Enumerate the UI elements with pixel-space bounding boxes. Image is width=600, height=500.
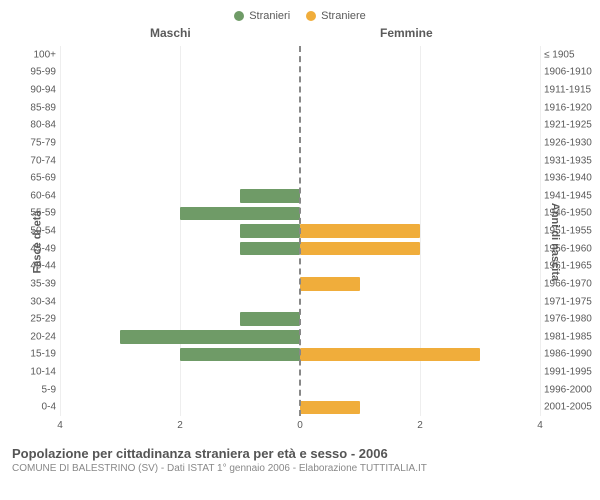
x-axis: 4 2 0 2 4 (60, 420, 540, 434)
legend-label-female: Straniere (321, 10, 366, 22)
birth-year-label: 1976-1980 (544, 314, 598, 325)
bar-male (240, 312, 300, 325)
birth-year-label: 1911-1915 (544, 85, 598, 96)
age-label: 30-34 (12, 296, 56, 307)
birth-year-label: 2001-2005 (544, 402, 598, 413)
age-label: 40-44 (12, 261, 56, 272)
birth-year-label: 1971-1975 (544, 296, 598, 307)
legend: Stranieri Straniere (0, 0, 600, 26)
birth-year-label: 1931-1935 (544, 155, 598, 166)
age-label: 50-54 (12, 226, 56, 237)
birth-year-label: 1921-1925 (544, 120, 598, 131)
birth-year-label: 1936-1940 (544, 173, 598, 184)
x-tick-label: 4 (57, 420, 63, 431)
age-label: 100+ (12, 49, 56, 60)
birth-year-label: 1991-1995 (544, 367, 598, 378)
age-label: 85-89 (12, 102, 56, 113)
age-label: 45-49 (12, 243, 56, 254)
age-label: 20-24 (12, 331, 56, 342)
birth-year-label: 1996-2000 (544, 384, 598, 395)
age-label: 70-74 (12, 155, 56, 166)
bar-female (300, 401, 360, 414)
age-label: 35-39 (12, 278, 56, 289)
chart-subtitle: COMUNE DI BALESTRINO (SV) - Dati ISTAT 1… (12, 463, 588, 474)
chart-footer: Popolazione per cittadinanza straniera p… (0, 442, 600, 474)
age-label: 25-29 (12, 314, 56, 325)
bar-female (300, 224, 420, 237)
bar-female (300, 277, 360, 290)
age-label: 80-84 (12, 120, 56, 131)
bar-female (300, 348, 480, 361)
gridline (540, 46, 541, 416)
birth-year-label: 1946-1950 (544, 208, 598, 219)
birth-year-label: 1956-1960 (544, 243, 598, 254)
birth-year-label: 1906-1910 (544, 67, 598, 78)
bar-male (240, 242, 300, 255)
legend-swatch-female (306, 11, 316, 21)
section-title-female: Femmine (380, 26, 433, 40)
age-label: 90-94 (12, 85, 56, 96)
center-line (299, 46, 301, 416)
bar-male (240, 224, 300, 237)
birth-year-label: 1941-1945 (544, 190, 598, 201)
x-tick-label: 2 (417, 420, 423, 431)
bar-male (120, 330, 300, 343)
population-pyramid-chart: Fasce di età Anni di nascita 100+≤ 19059… (0, 42, 600, 442)
x-tick-label: 2 (177, 420, 183, 431)
birth-year-label: 1916-1920 (544, 102, 598, 113)
legend-swatch-male (234, 11, 244, 21)
birth-year-label: 1951-1955 (544, 226, 598, 237)
birth-year-label: 1986-1990 (544, 349, 598, 360)
birth-year-label: 1961-1965 (544, 261, 598, 272)
age-label: 75-79 (12, 137, 56, 148)
birth-year-label: 1966-1970 (544, 278, 598, 289)
age-label: 5-9 (12, 384, 56, 395)
birth-year-label: ≤ 1905 (544, 49, 598, 60)
bar-female (300, 242, 420, 255)
age-label: 15-19 (12, 349, 56, 360)
chart-title: Popolazione per cittadinanza straniera p… (12, 446, 588, 461)
bar-male (240, 189, 300, 202)
section-titles: Maschi Femmine (0, 26, 600, 42)
age-label: 95-99 (12, 67, 56, 78)
age-label: 60-64 (12, 190, 56, 201)
plot-area: 100+≤ 190595-991906-191090-941911-191585… (60, 46, 540, 416)
bar-male (180, 207, 300, 220)
birth-year-label: 1926-1930 (544, 137, 598, 148)
x-tick-label: 0 (297, 420, 303, 431)
legend-item-female: Straniere (306, 10, 366, 22)
age-label: 55-59 (12, 208, 56, 219)
birth-year-label: 1981-1985 (544, 331, 598, 342)
age-label: 65-69 (12, 173, 56, 184)
section-title-male: Maschi (150, 26, 191, 40)
x-tick-label: 4 (537, 420, 543, 431)
age-label: 10-14 (12, 367, 56, 378)
legend-item-male: Stranieri (234, 10, 290, 22)
age-label: 0-4 (12, 402, 56, 413)
legend-label-male: Stranieri (249, 10, 290, 22)
bar-male (180, 348, 300, 361)
